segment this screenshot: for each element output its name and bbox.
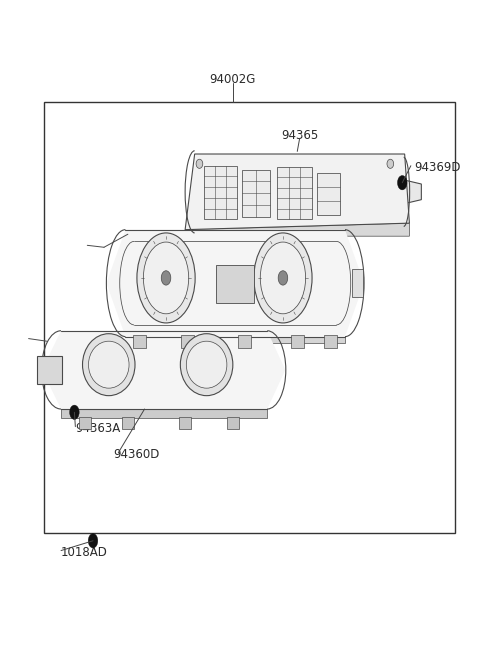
Ellipse shape [196,159,203,168]
Ellipse shape [137,233,195,323]
Ellipse shape [186,341,227,388]
Ellipse shape [260,242,306,314]
Ellipse shape [83,333,135,396]
Bar [179,417,192,428]
Text: 94365: 94365 [281,128,318,141]
Bar [79,417,91,428]
Bar [44,102,455,533]
Ellipse shape [144,242,189,314]
Polygon shape [42,331,285,409]
Ellipse shape [180,333,233,396]
Bar [121,417,134,428]
Bar [37,356,62,384]
Polygon shape [185,154,409,230]
Ellipse shape [88,534,98,548]
Bar [324,335,337,348]
Bar [204,166,237,219]
Ellipse shape [161,271,171,285]
Text: 94002G: 94002G [210,73,256,86]
Bar [227,417,239,428]
Text: 94363A: 94363A [75,422,120,435]
Bar [317,173,340,215]
Polygon shape [185,223,409,236]
Polygon shape [61,409,267,418]
Bar [216,265,254,303]
Ellipse shape [387,159,394,168]
Text: 94360D: 94360D [114,448,160,461]
Ellipse shape [254,233,312,323]
Text: 1018AD: 1018AD [61,546,108,559]
Bar [290,335,304,348]
Bar [238,335,252,348]
Polygon shape [125,337,345,343]
Polygon shape [405,180,421,204]
Bar [352,269,363,297]
Bar [181,335,194,348]
Text: 94369D: 94369D [414,161,461,174]
Bar [277,167,312,219]
Ellipse shape [278,271,288,285]
Ellipse shape [70,405,79,419]
Bar [242,170,270,217]
Ellipse shape [88,341,129,388]
Bar [133,335,146,348]
Ellipse shape [397,176,407,190]
Polygon shape [107,230,364,337]
